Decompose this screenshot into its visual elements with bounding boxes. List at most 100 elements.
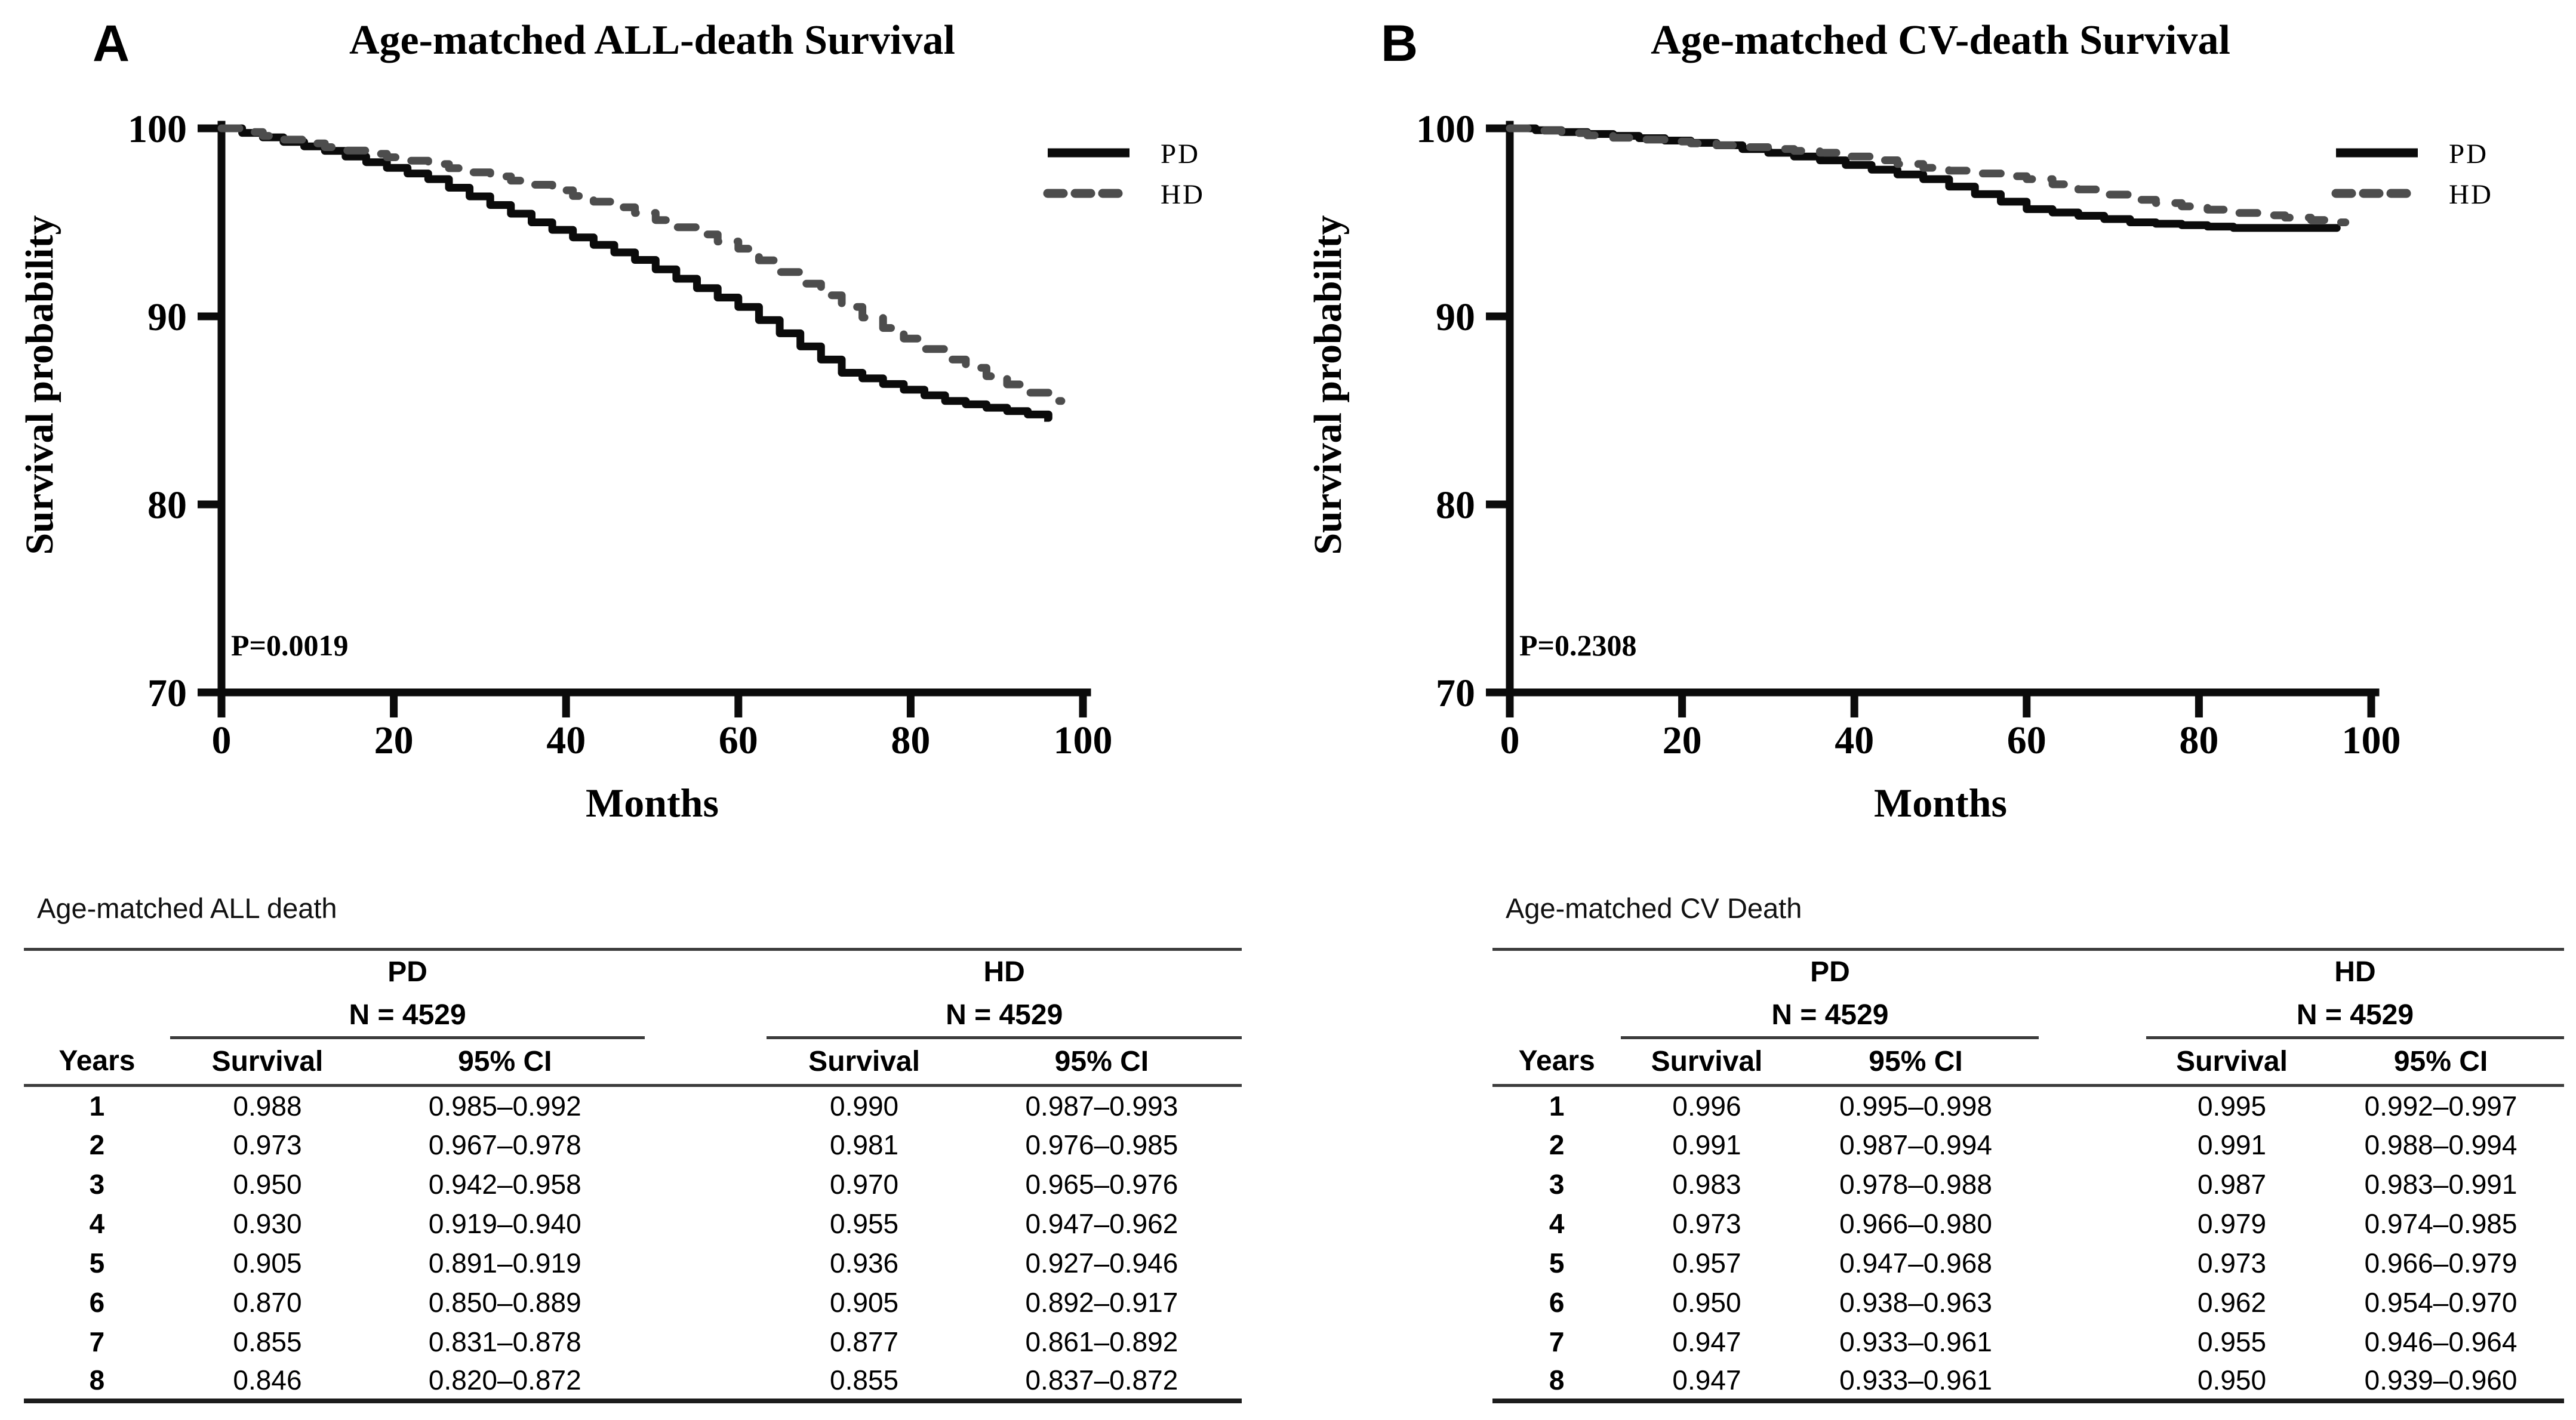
hd-survival-cell: 0.855 bbox=[830, 1364, 899, 1396]
table-row: 6 0.870 0.850–0.889 0.905 0.892–0.917 bbox=[24, 1283, 1242, 1322]
pd-ci-cell: 0.919–0.940 bbox=[428, 1208, 581, 1239]
year-cell: 2 bbox=[89, 1129, 105, 1160]
hd-survival-header: Survival bbox=[767, 1037, 962, 1087]
pd-survival-cell: 0.950 bbox=[233, 1168, 302, 1200]
hd-ci-cell: 0.946–0.964 bbox=[2364, 1326, 2517, 1357]
hd-ci-header: 95% CI bbox=[961, 1037, 1242, 1087]
y-tick-label: 80 bbox=[147, 483, 187, 527]
x-tick-label: 40 bbox=[546, 719, 586, 762]
empty-cell bbox=[24, 950, 170, 994]
pd-survival-cell: 0.855 bbox=[233, 1326, 302, 1357]
spacer-cell bbox=[2039, 1322, 2146, 1362]
empty-cell bbox=[1492, 994, 1621, 1038]
hd-ci-cell: 0.837–0.872 bbox=[1025, 1364, 1178, 1396]
pd-ci-cell: 0.967–0.978 bbox=[428, 1129, 581, 1160]
panel-label: A bbox=[93, 15, 130, 72]
pd-survival-cell: 0.996 bbox=[1672, 1090, 1741, 1122]
curve-pd bbox=[221, 124, 1052, 422]
hd-survival-cell: 0.905 bbox=[830, 1286, 899, 1318]
hd-ci-cell: 0.947–0.962 bbox=[1025, 1208, 1178, 1239]
km-chart-all-death: A Age-matched ALL-death Survival 0 20 40 60 80… bbox=[18, 15, 1203, 825]
hd-survival-cell: 0.973 bbox=[2197, 1247, 2267, 1279]
year-cell: 8 bbox=[89, 1364, 105, 1396]
x-tick-label: 100 bbox=[1054, 719, 1113, 762]
y-tick-label: 90 bbox=[147, 295, 187, 339]
y-axis-label: Survival probability bbox=[1306, 215, 1350, 555]
hd-survival-cell: 0.877 bbox=[830, 1326, 899, 1357]
n-label-hd: N = 4529 bbox=[767, 993, 1242, 1039]
x-axis-label: Months bbox=[1874, 780, 2007, 825]
subheader-row: Years Survival 95% CI Survival 95% CI bbox=[1492, 1037, 2564, 1087]
group-header-pd: PD bbox=[387, 956, 427, 988]
empty-cell bbox=[1492, 950, 1621, 994]
spacer-cell bbox=[645, 1362, 767, 1401]
hd-survival-cell: 0.962 bbox=[2197, 1286, 2267, 1318]
pd-survival-header: Survival bbox=[1621, 1037, 1793, 1087]
n-label-hd: N = 4529 bbox=[2146, 993, 2564, 1039]
empty-cell bbox=[2039, 994, 2146, 1038]
n-label-pd: N = 4529 bbox=[170, 993, 645, 1039]
pd-ci-cell: 0.985–0.992 bbox=[428, 1090, 581, 1122]
hd-survival-cell: 0.950 bbox=[2197, 1364, 2267, 1396]
table-block-cv-death: Age-matched CV Death PD HD N = 4529 N = … bbox=[1492, 891, 2564, 1403]
pd-ci-cell: 0.987–0.994 bbox=[1839, 1129, 1992, 1160]
legend-label-hd: HD bbox=[2449, 179, 2493, 210]
table-row: 2 0.973 0.967–0.978 0.981 0.976–0.985 bbox=[24, 1125, 1242, 1165]
empty-cell bbox=[2039, 950, 2146, 994]
x-tick-label: 100 bbox=[2342, 719, 2401, 762]
table-caption: Age-matched CV Death bbox=[1506, 892, 1802, 924]
hd-ci-cell: 0.861–0.892 bbox=[1025, 1326, 1178, 1357]
year-cell: 7 bbox=[1549, 1326, 1565, 1357]
pd-ci-header: 95% CI bbox=[365, 1037, 645, 1087]
spacer-cell bbox=[645, 1243, 767, 1283]
empty-cell bbox=[2039, 1037, 2146, 1087]
y-axis-label: Survival probability bbox=[18, 215, 61, 555]
year-cell: 6 bbox=[89, 1286, 105, 1318]
group-header-pd: PD bbox=[1810, 956, 1850, 988]
x-tick-label: 60 bbox=[719, 719, 758, 762]
y-tick-label: 90 bbox=[1436, 295, 1475, 339]
pd-ci-cell: 0.938–0.963 bbox=[1839, 1286, 1992, 1318]
n-label-pd: N = 4529 bbox=[1621, 993, 2039, 1039]
empty-cell bbox=[645, 1037, 767, 1087]
year-cell: 1 bbox=[1549, 1090, 1565, 1122]
spacer-cell bbox=[2039, 1283, 2146, 1322]
x-tick-label: 80 bbox=[2179, 719, 2218, 762]
pd-survival-cell: 0.988 bbox=[233, 1090, 302, 1122]
year-cell: 4 bbox=[89, 1208, 105, 1239]
hd-survival-header: Survival bbox=[2146, 1037, 2318, 1087]
x-tick-label: 80 bbox=[891, 719, 930, 762]
table-row: 3 0.950 0.942–0.958 0.970 0.965–0.976 bbox=[24, 1165, 1242, 1204]
pd-ci-cell: 0.820–0.872 bbox=[428, 1364, 581, 1396]
legend-label-pd: PD bbox=[1161, 138, 1200, 170]
hd-ci-cell: 0.939–0.960 bbox=[2364, 1364, 2517, 1396]
hd-ci-header: 95% CI bbox=[2318, 1037, 2564, 1087]
x-tick-label: 0 bbox=[212, 719, 232, 762]
pd-survival-cell: 0.950 bbox=[1672, 1286, 1741, 1318]
legend-label-pd: PD bbox=[2449, 138, 2488, 170]
group-header-row: PD HD bbox=[1492, 950, 2564, 994]
spacer-cell bbox=[2039, 1086, 2146, 1125]
hd-survival-cell: 0.987 bbox=[2197, 1168, 2267, 1200]
table-block-all-death: Age-matched ALL death PD HD N = 4529 N =… bbox=[24, 891, 1242, 1403]
spacer-cell bbox=[2039, 1362, 2146, 1401]
y-tick-label: 100 bbox=[128, 107, 187, 151]
table-caption: Age-matched ALL death bbox=[37, 892, 337, 924]
pd-ci-cell: 0.891–0.919 bbox=[428, 1247, 581, 1279]
chart-title: Age-matched ALL-death Survival bbox=[349, 17, 955, 63]
years-header: Years bbox=[1492, 1037, 1621, 1087]
panel-A: A Age-matched ALL-death Survival 0 20 40 60 80… bbox=[0, 0, 1288, 883]
x-tick-label: 60 bbox=[2007, 719, 2046, 762]
hd-survival-cell: 0.991 bbox=[2197, 1129, 2267, 1160]
spacer-cell bbox=[2039, 1165, 2146, 1204]
years-header: Years bbox=[24, 1037, 170, 1087]
table-row: 5 0.957 0.947–0.968 0.973 0.966–0.979 bbox=[1492, 1243, 2564, 1283]
survival-table-all-death: PD HD N = 4529 N = 4529 Years Survival 9… bbox=[24, 948, 1242, 1403]
year-cell: 6 bbox=[1549, 1286, 1565, 1318]
survival-table-cv-death: PD HD N = 4529 N = 4529 Years Survival 9… bbox=[1492, 948, 2564, 1403]
year-cell: 2 bbox=[1549, 1129, 1565, 1160]
hd-survival-cell: 0.936 bbox=[830, 1247, 899, 1279]
pd-ci-cell: 0.850–0.889 bbox=[428, 1286, 581, 1318]
n-row: N = 4529 N = 4529 bbox=[24, 993, 1242, 1039]
